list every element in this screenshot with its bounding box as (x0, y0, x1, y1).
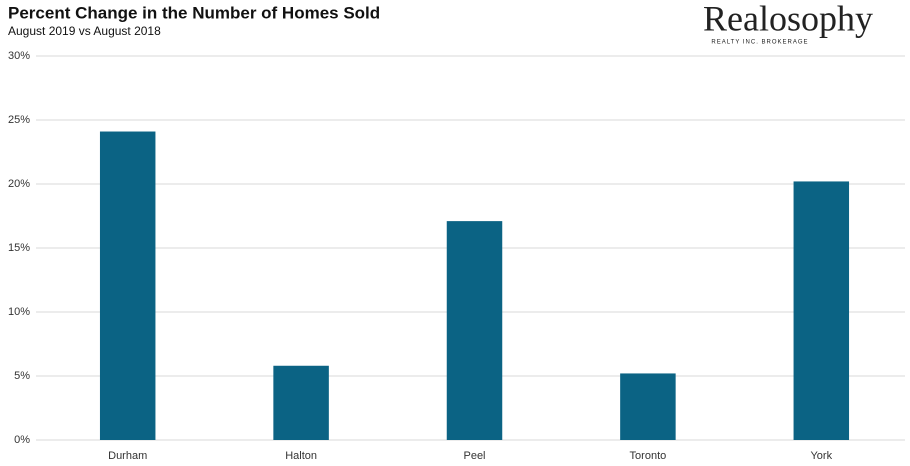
logo-tagline: REALTY INC. BROKERAGE (711, 40, 808, 46)
y-tick-label: 5% (14, 370, 30, 382)
x-tick-label: Durham (108, 450, 147, 462)
y-tick-label: 20% (8, 178, 30, 190)
bar (446, 221, 503, 440)
chart-title: Percent Change in the Number of Homes So… (8, 3, 380, 22)
bar (99, 131, 156, 440)
y-tick-label: 10% (8, 306, 30, 318)
y-tick-label: 15% (8, 242, 30, 254)
y-tick-label: 25% (8, 114, 30, 126)
x-tick-label: Peel (463, 450, 485, 462)
bar (793, 181, 850, 440)
y-tick-label: 0% (14, 434, 30, 446)
bar (273, 365, 329, 440)
x-tick-label: Halton (285, 450, 317, 462)
x-tick-label: York (810, 450, 832, 462)
bar (620, 373, 676, 440)
x-tick-label: Toronto (630, 450, 667, 462)
logo-name: Realosophy (703, 0, 873, 38)
y-tick-label: 30% (8, 50, 30, 62)
chart-subtitle: August 2019 vs August 2018 (8, 24, 161, 38)
